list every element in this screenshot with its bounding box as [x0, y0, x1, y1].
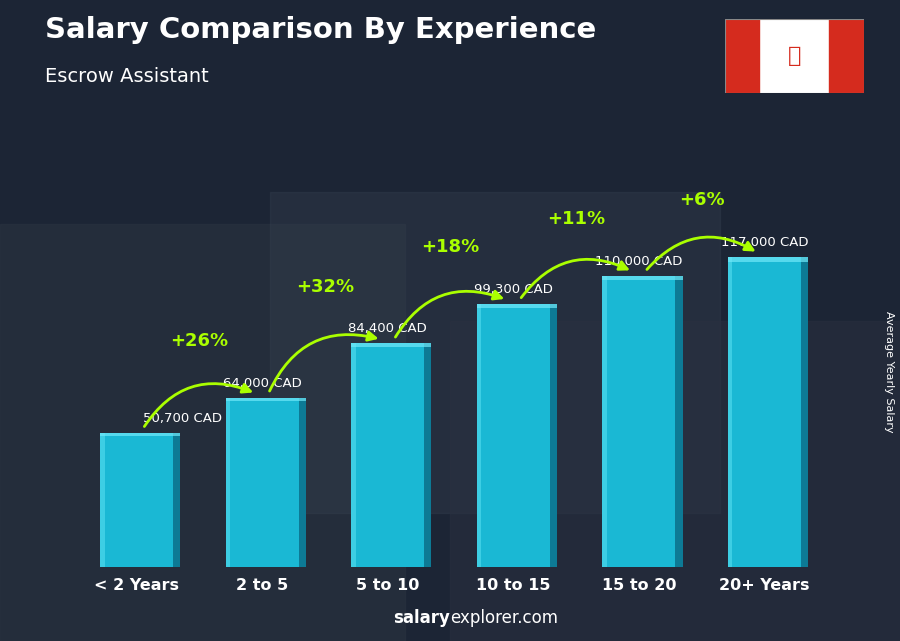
Text: 110,000 CAD: 110,000 CAD — [595, 254, 682, 267]
Text: 99,300 CAD: 99,300 CAD — [473, 283, 553, 296]
Text: Salary Comparison By Experience: Salary Comparison By Experience — [45, 16, 596, 44]
Text: explorer.com: explorer.com — [450, 609, 558, 627]
Bar — [424, 344, 431, 567]
Bar — [173, 433, 180, 567]
Bar — [226, 397, 230, 567]
Bar — [0, 224, 405, 641]
Bar — [602, 276, 607, 567]
Bar — [351, 344, 431, 347]
Bar — [801, 257, 808, 567]
Text: 117,000 CAD: 117,000 CAD — [721, 236, 808, 249]
Text: +26%: +26% — [170, 332, 229, 350]
Bar — [226, 397, 299, 567]
Bar — [477, 304, 550, 567]
Bar — [728, 257, 801, 567]
Text: 64,000 CAD: 64,000 CAD — [223, 376, 302, 390]
Text: +18%: +18% — [421, 238, 480, 256]
Text: 84,400 CAD: 84,400 CAD — [348, 322, 428, 335]
Bar — [477, 304, 482, 567]
Bar — [351, 344, 356, 567]
Bar — [100, 433, 173, 567]
Bar — [450, 320, 900, 641]
Bar — [100, 433, 104, 567]
Text: +6%: +6% — [679, 191, 725, 209]
Text: Average Yearly Salary: Average Yearly Salary — [884, 311, 894, 433]
Text: salary: salary — [393, 609, 450, 627]
Bar — [351, 344, 424, 567]
Text: Escrow Assistant: Escrow Assistant — [45, 67, 209, 87]
Bar — [602, 276, 675, 567]
Text: 🍁: 🍁 — [788, 46, 801, 66]
Bar — [728, 257, 733, 567]
Bar — [550, 304, 557, 567]
Bar — [724, 19, 760, 93]
Text: +11%: +11% — [547, 210, 605, 228]
Bar — [728, 257, 808, 262]
Bar — [477, 304, 557, 308]
Bar — [226, 397, 306, 401]
Text: +32%: +32% — [296, 278, 354, 296]
Bar — [299, 397, 306, 567]
Text: 50,700 CAD: 50,700 CAD — [143, 412, 221, 425]
Bar — [100, 433, 180, 436]
Bar — [675, 276, 682, 567]
Bar — [829, 19, 864, 93]
Bar — [270, 192, 720, 513]
Bar — [602, 276, 682, 280]
